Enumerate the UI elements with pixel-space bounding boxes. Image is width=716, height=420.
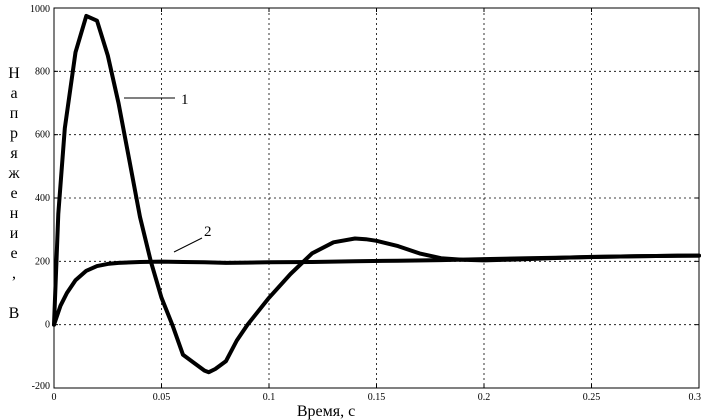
y-axis-label-char: я: [10, 145, 18, 162]
annotation-label: 2: [204, 224, 212, 240]
y-axis-label-char: ,: [12, 265, 16, 282]
series-line-2: [52, 253, 701, 327]
y-axis-label-char: Н: [8, 65, 20, 82]
x-tick-label: 0.3: [689, 392, 702, 403]
x-axis-label: Время, с: [297, 403, 355, 420]
y-axis-label-char: п: [10, 105, 19, 122]
y-tick-label: 800: [35, 66, 50, 77]
x-axis-ticks: 0 0.05 0.1 0.15 0.2 0.25 0.3: [52, 8, 702, 403]
x-tick-label: 0.1: [263, 392, 276, 403]
y-tick-label: 0: [45, 320, 50, 331]
y-axis-label-char: р: [10, 125, 18, 142]
x-tick-label: 0: [52, 392, 57, 403]
y-axis-label-char: ж: [7, 165, 20, 182]
y-tick-label: 400: [35, 193, 50, 204]
series-lines: [52, 13, 701, 375]
y-tick-label: 600: [35, 130, 50, 141]
y-axis-label-char: е: [10, 245, 17, 262]
y-axis-ticks: -200 0 200 400 600 800 1000: [30, 4, 699, 392]
annotation-leader-line: [173, 237, 203, 253]
y-tick-label: 1000: [30, 4, 50, 15]
x-tick-label: 0.15: [368, 392, 386, 403]
y-axis-label-char: е: [10, 185, 17, 202]
y-axis-label-char: и: [10, 225, 19, 242]
series-annotations: 12: [124, 92, 212, 253]
x-tick-label: 0.2: [478, 392, 491, 403]
annotation-label: 1: [181, 92, 189, 108]
y-axis-label-char: н: [10, 205, 19, 222]
y-tick-label: -200: [32, 381, 50, 392]
y-axis-label-char: В: [9, 305, 20, 322]
grid: [54, 8, 699, 388]
x-tick-label: 0.05: [153, 392, 171, 403]
y-axis-label-char: а: [10, 85, 17, 102]
y-tick-label: 200: [35, 256, 50, 267]
x-tick-label: 0.25: [583, 392, 601, 403]
